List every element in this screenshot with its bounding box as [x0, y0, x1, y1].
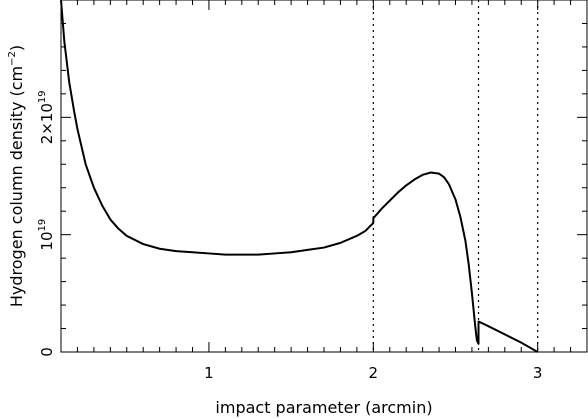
density-curve	[60, 0, 539, 353]
y-axis-title-close: )	[7, 45, 26, 51]
plot-frame	[60, 0, 588, 353]
major-ticks	[61, 0, 587, 353]
y-tick-labels: 0 1019 2×1019	[37, 90, 56, 356]
x-tick-label: 3	[533, 364, 543, 382]
y-tick-label: 1019	[37, 219, 56, 251]
y-axis-title-sup: −2	[7, 51, 18, 66]
minor-ticks	[61, 0, 587, 352]
y-tick-label: 0	[38, 347, 56, 357]
reference-lines	[372, 0, 539, 352]
x-axis-title: impact parameter (arcmin)	[215, 398, 432, 417]
y-axis-title: Hydrogen column density (cm−2)	[7, 45, 26, 307]
y-axis-title-main: Hydrogen column density (cm	[7, 66, 26, 307]
y-tick-label: 2×1019	[37, 90, 56, 144]
x-tick-label: 1	[204, 364, 214, 382]
x-tick-labels: 1 2 3	[204, 364, 542, 382]
x-tick-label: 2	[369, 364, 379, 382]
